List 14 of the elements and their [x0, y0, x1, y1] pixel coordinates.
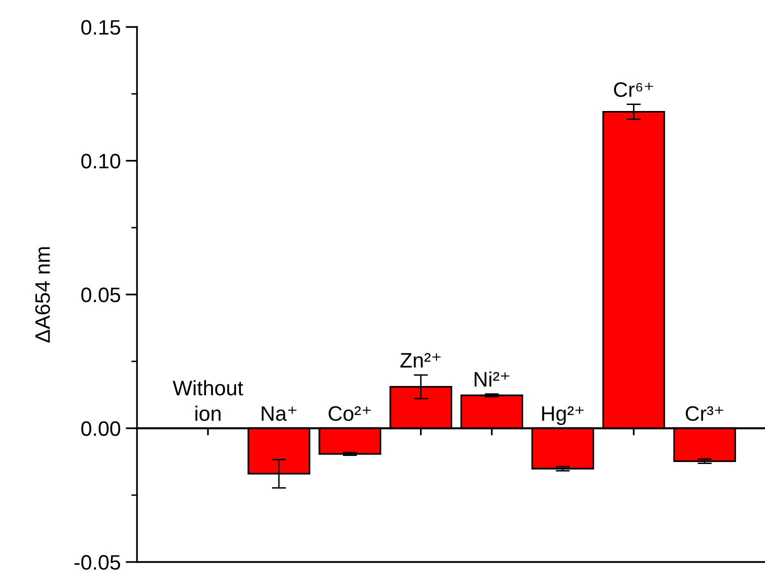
y-tick-label: 0.10 [81, 154, 120, 169]
x-tick-label: Na⁺ [262, 406, 296, 421]
y-tick-label: 0.00 [81, 421, 120, 436]
x-tick-label: Zn²⁺ [400, 353, 441, 368]
x-tick-label: Without ion [172, 380, 244, 421]
y-axis-title: ΔA654 nm [35, 247, 50, 343]
x-tick-label: Hg²⁺ [542, 406, 584, 426]
x-tick-label: Cr⁶⁺ [614, 82, 654, 97]
y-tick-label: 0.15 [81, 20, 120, 35]
x-tick-label: Ni²⁺ [474, 371, 510, 386]
y-tick-label: 0.05 [81, 288, 120, 302]
x-tick-label: Cr³⁺ [686, 406, 724, 421]
x-tick-label: Co²⁺ [328, 406, 371, 421]
y-tick-label: -0.05 [74, 555, 120, 570]
